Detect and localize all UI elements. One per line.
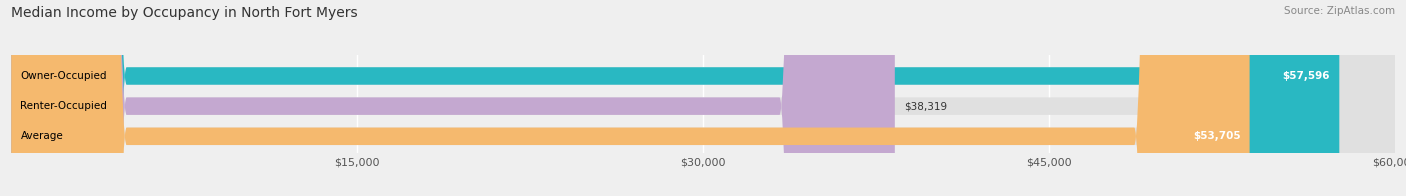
Text: $53,705: $53,705 [1192,131,1240,141]
Text: Owner-Occupied: Owner-Occupied [21,71,107,81]
FancyBboxPatch shape [11,0,1250,196]
FancyBboxPatch shape [11,0,1395,196]
Text: $38,319: $38,319 [904,101,948,111]
Text: Source: ZipAtlas.com: Source: ZipAtlas.com [1284,6,1395,16]
FancyBboxPatch shape [11,0,1395,196]
FancyBboxPatch shape [11,0,894,196]
Text: $57,596: $57,596 [1282,71,1330,81]
Text: Average: Average [21,131,63,141]
Text: Median Income by Occupancy in North Fort Myers: Median Income by Occupancy in North Fort… [11,6,359,20]
Text: Renter-Occupied: Renter-Occupied [21,101,107,111]
FancyBboxPatch shape [11,0,1340,196]
FancyBboxPatch shape [11,0,1395,196]
